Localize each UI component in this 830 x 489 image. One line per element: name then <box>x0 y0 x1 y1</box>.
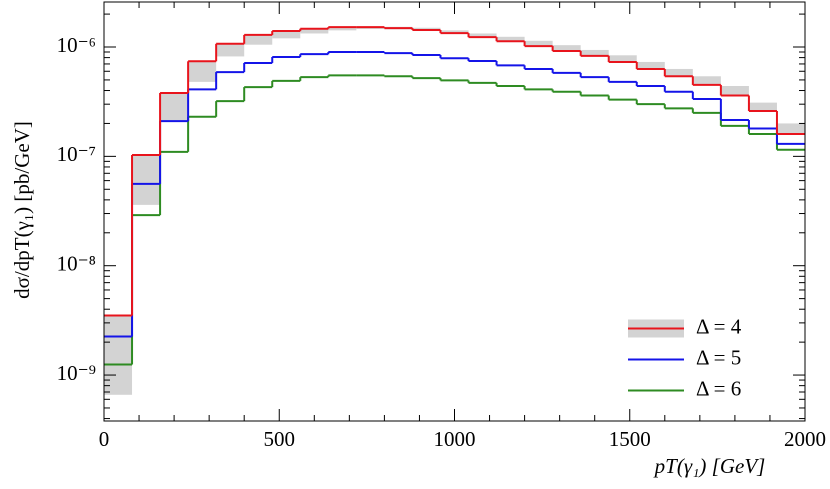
uncertainty-band <box>636 61 665 69</box>
uncertainty-band <box>132 154 161 205</box>
uncertainty-band <box>216 43 245 57</box>
legend-label: Δ = 4 <box>696 314 742 338</box>
y-tick-label: 10⁻⁸ <box>57 252 96 276</box>
uncertainty-band <box>608 55 637 62</box>
uncertainty-band <box>328 27 357 31</box>
x-tick-label: 0 <box>99 427 110 451</box>
x-tick-label: 1500 <box>609 427 651 451</box>
uncertainty-band <box>748 102 777 111</box>
x-tick-label: 1000 <box>434 427 476 451</box>
y-axis-label: dσ/dpT(γ₁) [pb/GeV] <box>10 121 34 299</box>
uncertainty-band <box>244 34 273 45</box>
uncertainty-band <box>104 315 133 395</box>
uncertainty-band <box>776 123 805 135</box>
uncertainty-band <box>496 36 525 42</box>
y-tick-label: 10⁻⁶ <box>57 33 96 57</box>
uncertainty-band <box>524 40 553 47</box>
uncertainty-band <box>720 85 749 96</box>
x-axis-label: pT(γ₁) [GeV] <box>653 454 766 478</box>
y-tick-label: 10⁻⁷ <box>57 142 96 166</box>
uncertainty-band <box>188 61 217 82</box>
uncertainty-band <box>440 30 469 34</box>
uncertainty-band <box>272 31 301 39</box>
uncertainty-band <box>468 33 497 38</box>
uncertainty-band <box>300 28 329 34</box>
uncertainty-band <box>580 49 609 56</box>
x-tick-label: 2000 <box>784 427 826 451</box>
uncertainty-band <box>160 92 189 122</box>
legend-label: Δ = 6 <box>696 376 741 400</box>
legend-label: Δ = 5 <box>696 345 741 369</box>
uncertainty-band <box>664 68 693 77</box>
y-tick-label: 10⁻⁹ <box>57 361 96 385</box>
uncertainty-band <box>692 76 721 85</box>
x-tick-label: 500 <box>264 427 296 451</box>
uncertainty-band <box>552 45 581 51</box>
